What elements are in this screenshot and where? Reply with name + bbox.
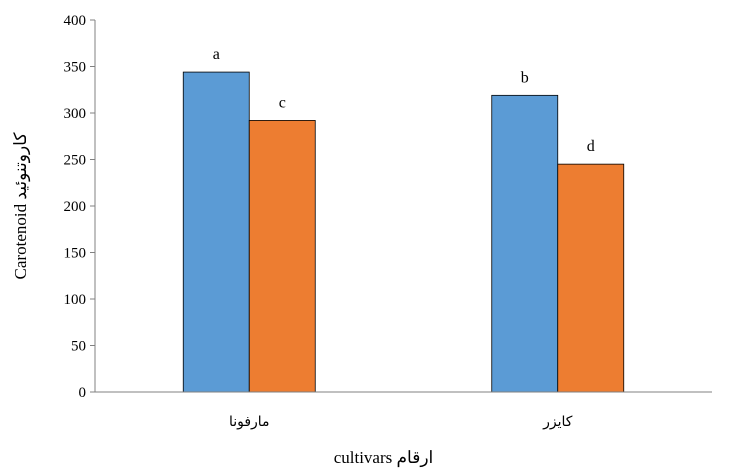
y-tick-label: 100: [64, 292, 87, 308]
y-axis-title: Carotenoid کاروتنوئید: [11, 132, 31, 280]
bar-series2-2: [557, 163, 625, 393]
x-categories-group: مارفونا کایزر: [229, 414, 573, 430]
y-ticks-group: 0 50 100 150 200 250 300 350 400: [64, 13, 95, 401]
significance-letter: d: [587, 138, 595, 155]
y-tick-label: 400: [64, 13, 87, 29]
x-axis-title: cultivars ارقام: [334, 448, 434, 468]
y-tick-label: 300: [64, 106, 87, 122]
x-category-label: کایزر: [542, 414, 573, 430]
y-tick-label: 250: [64, 153, 87, 169]
y-tick-label: 150: [64, 246, 87, 262]
bars-group: [182, 71, 625, 393]
bar-series2-1: [248, 120, 316, 393]
y-tick-label: 350: [64, 60, 87, 76]
x-category-label: مارفونا: [229, 414, 270, 430]
y-tick-label: 0: [79, 385, 87, 401]
y-tick-label: 50: [71, 339, 86, 355]
bar-series1-1: [182, 71, 250, 393]
bar-series1-2: [491, 94, 559, 393]
significance-letter: a: [213, 46, 220, 63]
bar-labels-group: a c b d: [213, 46, 595, 155]
significance-letter: b: [521, 69, 529, 86]
y-tick-label: 200: [64, 199, 87, 215]
significance-letter: c: [279, 94, 286, 111]
